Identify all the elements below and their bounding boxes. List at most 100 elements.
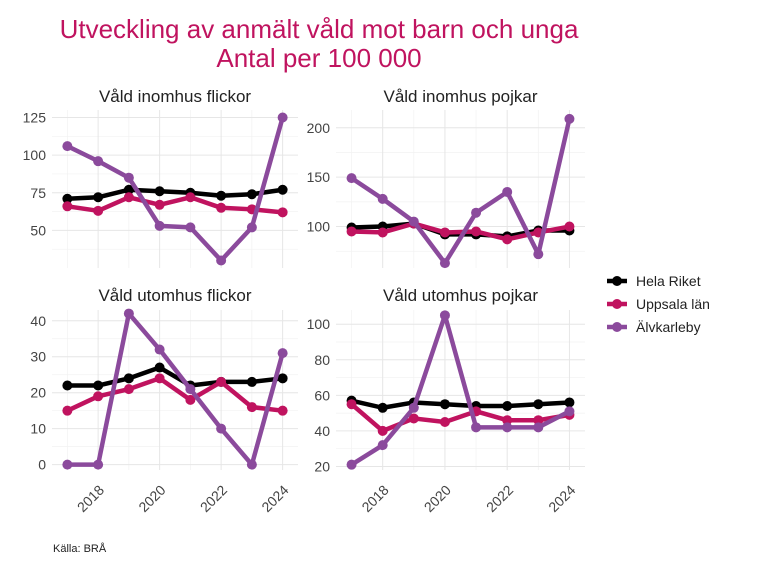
series-älvkarleby <box>62 112 288 266</box>
series-line <box>349 221 572 242</box>
data-point <box>502 401 513 411</box>
data-point <box>93 380 104 391</box>
series-uppsala-län <box>346 399 575 436</box>
x-tick-label: 2018 <box>358 482 391 515</box>
data-point <box>246 222 257 233</box>
data-point <box>185 384 196 395</box>
data-point <box>533 415 544 426</box>
data-point <box>439 227 450 238</box>
series-line <box>349 398 572 411</box>
data-point <box>93 459 104 470</box>
series-line <box>65 115 285 263</box>
data-point <box>377 193 388 204</box>
x-tick-label: 2020 <box>135 482 168 515</box>
y-tick-label: 50 <box>30 222 46 238</box>
data-point <box>564 221 575 232</box>
series-hela-riket <box>62 362 288 391</box>
data-point <box>123 308 134 319</box>
legend-item-älvkarleby: Älvkarleby <box>607 319 701 335</box>
facet-våld-inomhus-flickor: 50 75 100 125 Våld inomhus flickor <box>23 87 298 268</box>
y-tick-label: 60 <box>314 387 330 403</box>
data-point <box>154 199 165 210</box>
data-point <box>216 202 227 213</box>
series-uppsala-län <box>62 373 288 416</box>
data-point <box>123 192 134 203</box>
series-line <box>65 311 285 467</box>
facet-våld-utomhus-flickor: 0 10 20 30 40 2018 2020 2022 2024 Våld utomhus fl… <box>30 286 298 515</box>
data-point <box>93 192 104 203</box>
y-tick-label: 200 <box>307 120 331 136</box>
series-älvkarleby <box>62 308 288 470</box>
data-point <box>62 193 73 204</box>
y-tick-label: 20 <box>314 458 330 474</box>
series-line <box>349 313 572 467</box>
data-point <box>346 459 357 470</box>
data-point <box>408 402 419 413</box>
data-point <box>123 384 134 395</box>
series-älvkarleby <box>346 310 575 470</box>
facet-våld-utomhus-pojkar: 20 40 60 80 100 2018 2020 2022 2024 Våld utomhus … <box>307 286 585 515</box>
data-point <box>154 220 165 231</box>
legend-item-uppsala-län: Uppsala län <box>607 296 710 312</box>
data-point <box>216 190 227 201</box>
y-tick-label: 0 <box>38 457 46 473</box>
data-point <box>408 216 419 227</box>
data-point <box>408 413 419 424</box>
chart-title-line-1: Utveckling av anmält våld mot barn och u… <box>60 14 579 44</box>
series-line <box>65 376 285 413</box>
y-tick-label: 80 <box>314 352 330 368</box>
data-point <box>185 192 196 203</box>
series-uppsala-län <box>62 192 288 218</box>
data-point <box>123 373 134 384</box>
facet-title: Våld utomhus flickor <box>98 286 251 305</box>
data-point <box>471 226 482 237</box>
data-point <box>185 222 196 233</box>
series-uppsala-län <box>346 218 575 245</box>
y-tick-label: 100 <box>307 219 331 235</box>
data-point <box>154 186 165 197</box>
data-point <box>502 422 513 433</box>
y-tick-label: 75 <box>30 185 46 201</box>
x-tick-label: 2022 <box>197 482 230 515</box>
data-point <box>502 415 513 426</box>
data-point <box>377 440 388 451</box>
data-point <box>246 459 257 470</box>
series-line <box>65 187 285 202</box>
data-point <box>246 189 257 200</box>
x-tick-label: 2020 <box>421 482 454 515</box>
data-point <box>533 249 544 260</box>
data-point <box>93 156 104 167</box>
legend-key-point <box>612 322 622 332</box>
data-point <box>346 173 357 184</box>
y-tick-label: 40 <box>30 313 46 329</box>
data-point <box>277 184 288 195</box>
data-point <box>123 172 134 183</box>
legend-item-hela-riket: Hela Riket <box>607 273 701 289</box>
data-point <box>123 184 134 195</box>
legend-label: Uppsala län <box>636 296 710 312</box>
facet-title: Våld inomhus pojkar <box>383 87 537 106</box>
data-point <box>62 201 73 212</box>
data-point <box>277 373 288 384</box>
y-tick-label: 150 <box>307 169 331 185</box>
data-point <box>277 112 288 123</box>
data-point <box>471 207 482 218</box>
legend-label: Hela Riket <box>636 273 701 289</box>
y-tick-label: 20 <box>30 385 46 401</box>
x-tick-label: 2018 <box>74 482 107 515</box>
data-point <box>502 186 513 197</box>
series-line <box>65 195 285 215</box>
series-hela-riket <box>346 395 575 413</box>
data-point <box>377 402 388 413</box>
y-tick-label: 10 <box>30 421 46 437</box>
data-point <box>377 425 388 436</box>
series-älvkarleby <box>346 113 575 269</box>
legend-key-point <box>612 276 622 286</box>
series-line <box>349 401 572 434</box>
series-line <box>349 116 572 266</box>
data-point <box>346 226 357 237</box>
data-point <box>377 227 388 238</box>
data-point <box>62 405 73 416</box>
